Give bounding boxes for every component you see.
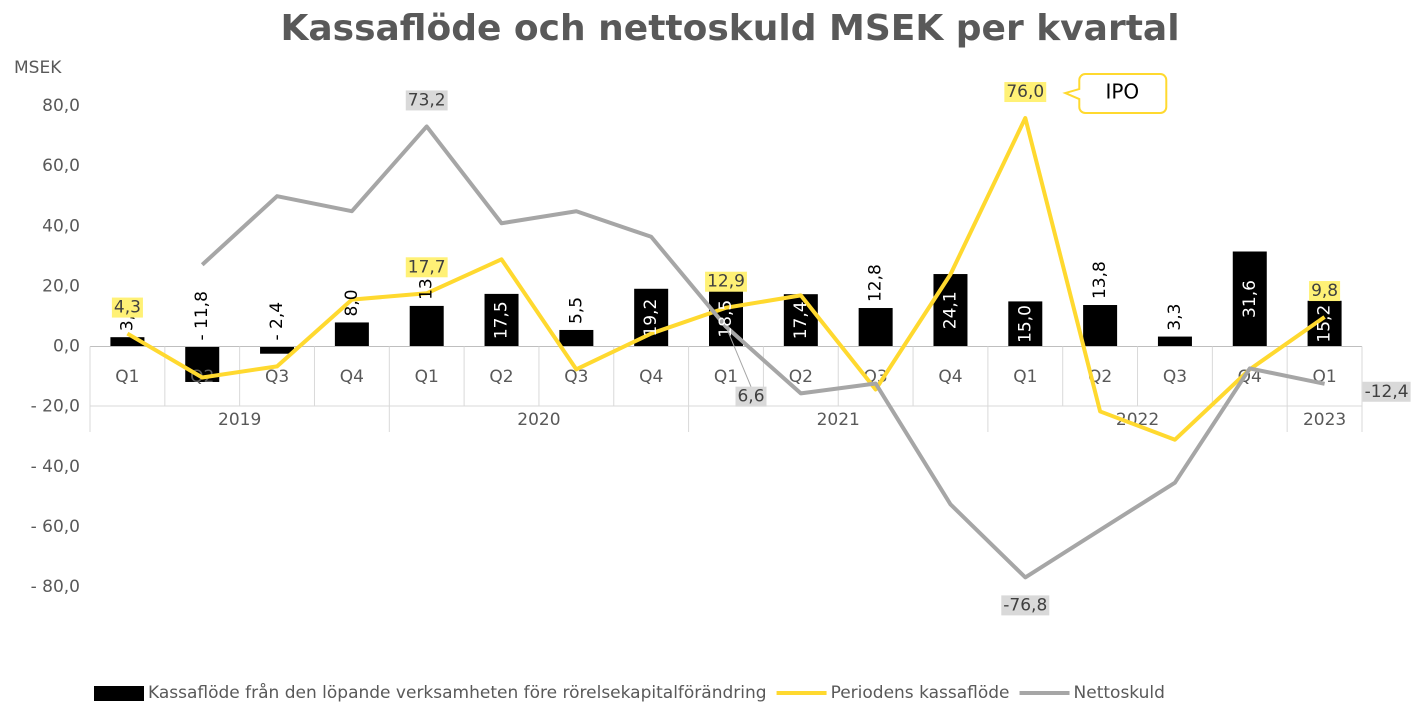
chart-title: Kassaflöde och nettoskuld MSEK per kvart… <box>280 8 1179 49</box>
bar <box>858 308 893 347</box>
bar <box>1157 336 1192 347</box>
label-background <box>405 257 448 278</box>
x-tick-label: Q1 <box>1013 367 1037 387</box>
line-value-label: 73,2 <box>408 90 446 110</box>
line-value-label: 76,0 <box>1006 82 1044 102</box>
label-background <box>405 90 448 111</box>
bar <box>334 322 369 347</box>
line-series <box>200 124 1325 580</box>
x-tick-label: Q3 <box>265 367 289 387</box>
data-label: 17,7 <box>405 257 448 278</box>
bar <box>783 294 818 347</box>
legend-label: Kassaflöde från den löpande verksamheten… <box>148 682 767 703</box>
line-value-label: 6,6 <box>737 387 764 407</box>
bar-value-label: 18,5 <box>716 300 736 338</box>
legend-label: Nettoskuld <box>1074 683 1165 703</box>
x-group-label: 2019 <box>218 410 261 430</box>
line-value-label: -12,4 <box>1365 382 1409 402</box>
data-label: 12,9 <box>705 271 747 292</box>
x-tick-label: Q4 <box>1238 367 1262 387</box>
bar <box>484 293 519 347</box>
x-tick-label: Q4 <box>340 367 364 387</box>
y-tick-label: 60,0 <box>42 156 80 176</box>
line-value-label: 17,7 <box>408 257 446 277</box>
x-group-label: 2022 <box>1116 410 1159 430</box>
bar-value-label: 31,6 <box>1240 280 1260 318</box>
legend: Kassaflöde från den löpande verksamheten… <box>94 682 1165 703</box>
bar-value-label: 17,5 <box>492 301 512 339</box>
legend-swatch <box>94 686 144 701</box>
x-tick-label: Q1 <box>714 367 738 387</box>
legend-label: Periodens kassaflöde <box>831 683 1010 703</box>
annotation-text: IPO <box>1105 80 1139 104</box>
line-value-label: -76,8 <box>1003 595 1047 615</box>
y-tick-label: 0,0 <box>53 337 80 357</box>
x-tick-label: Q4 <box>938 367 962 387</box>
bar-value-label: - 11,8 <box>192 291 212 340</box>
x-tick-label: Q1 <box>415 367 439 387</box>
bar-value-label: 24,1 <box>940 291 960 329</box>
data-label: -76,8 <box>1001 595 1050 616</box>
label-background <box>1001 595 1050 616</box>
label-background <box>1362 381 1411 402</box>
label-background <box>111 297 143 318</box>
bar <box>933 274 968 347</box>
x-group-label: 2021 <box>817 410 860 430</box>
x-tick-label: Q4 <box>639 367 663 387</box>
bar <box>559 329 594 347</box>
y-axis-label: MSEK <box>14 58 62 78</box>
line-series <box>126 116 1326 442</box>
label-background <box>1004 82 1047 103</box>
bar-value-label: 19,2 <box>641 299 661 337</box>
data-label: 4,3 <box>111 297 143 318</box>
callout <box>1062 73 1168 115</box>
label-background <box>1309 281 1341 302</box>
y-tick-label: 80,0 <box>42 96 80 116</box>
bar <box>110 337 145 347</box>
y-tick-label: - 80,0 <box>31 577 80 597</box>
x-tick-label: Q3 <box>1163 367 1187 387</box>
data-label: -12,4 <box>1362 381 1411 402</box>
annotation: IPO <box>1062 73 1168 115</box>
y-tick-label: - 60,0 <box>31 517 80 537</box>
bar-value-label: 8,0 <box>342 289 362 316</box>
x-tick-label: Q3 <box>564 367 588 387</box>
y-tick-label: - 40,0 <box>31 457 80 477</box>
line-value-label: 9,8 <box>1311 281 1338 301</box>
bar-value-label: 13,8 <box>1090 261 1110 299</box>
bar-value-label: 12,8 <box>866 264 886 302</box>
bar-value-label: 15,2 <box>1315 305 1335 343</box>
bar <box>1083 305 1118 347</box>
bars <box>110 251 1342 382</box>
y-tick-label: 40,0 <box>42 216 80 236</box>
x-tick-label: Q2 <box>789 367 813 387</box>
bar-value-label: 17,4 <box>791 301 811 339</box>
x-group-label: 2020 <box>517 410 560 430</box>
bar-value-label: 5,5 <box>566 297 586 324</box>
x-tick-label: Q2 <box>489 367 513 387</box>
line-value-label: 4,3 <box>114 298 141 318</box>
data-label: 6,6 <box>725 326 767 407</box>
label-background <box>735 386 767 407</box>
bar <box>260 346 295 354</box>
bar <box>1232 251 1267 347</box>
y-tick-label: 20,0 <box>42 276 80 296</box>
bar-value-label: 15,0 <box>1015 305 1035 343</box>
data-label: 73,2 <box>405 90 448 111</box>
bar <box>1008 301 1043 347</box>
label-background <box>705 271 747 292</box>
data-label: 76,0 <box>1004 82 1047 103</box>
data-label: 9,8 <box>1309 281 1341 302</box>
bar <box>409 305 444 347</box>
line-value-label: 12,9 <box>707 272 745 292</box>
leader-line <box>725 326 752 387</box>
bar-value-label: 3,3 <box>1165 304 1185 331</box>
bar-value-label: - 2,4 <box>267 302 287 341</box>
y-tick-label: - 20,0 <box>31 397 80 417</box>
x-group-label: 2023 <box>1303 410 1346 430</box>
x-tick-label: Q1 <box>115 367 139 387</box>
